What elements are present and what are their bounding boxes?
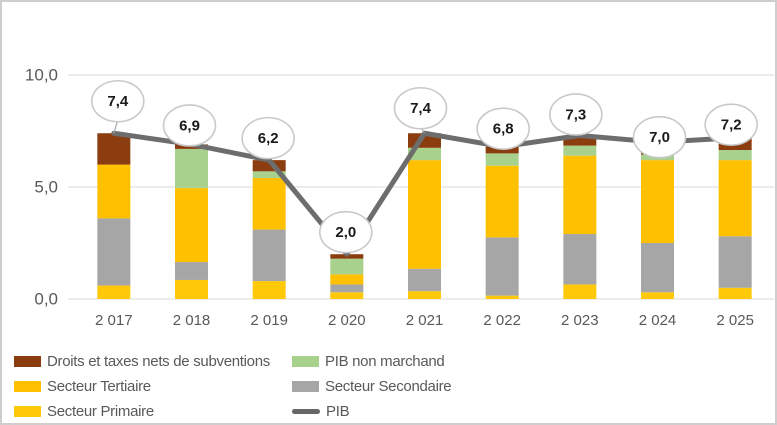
data-label-bubble: [476, 107, 530, 150]
x-axis-tick-label: 2 020: [328, 312, 366, 329]
bar-segment-secteur-secondaire: [97, 218, 131, 286]
bar-segment-secteur-tertiaire: [252, 178, 286, 230]
bar-segment-secteur-secondaire: [718, 236, 752, 288]
bar-segment-secteur-primaire: [641, 292, 674, 299]
bar-segment-secteur-secondaire: [175, 262, 208, 280]
bar-segment-secteur-tertiaire: [718, 160, 752, 237]
bar-segment-secteur-secondaire: [252, 229, 286, 282]
data-label-bubble: [393, 86, 448, 130]
bar-segment-pib-non-marchand: [330, 258, 364, 275]
bar-segment-droits-et-taxes-nets-de-subventions: [252, 160, 286, 172]
y-axis-tick-label: 0,0: [34, 289, 58, 308]
bar-segment-droits-et-taxes-nets-de-subventions: [97, 133, 131, 165]
data-label-value: 7,2: [721, 117, 742, 134]
y-axis-tick-label: 10,0: [25, 65, 58, 84]
legend-label-secteur-primaire: Secteur Primaire: [47, 403, 154, 420]
bar-segment-pib-non-marchand: [718, 150, 752, 161]
x-axis-tick-label: 2 021: [406, 312, 444, 329]
data-label-value: 6,2: [258, 130, 279, 147]
data-label-bubble: [632, 115, 687, 159]
legend-column-right: PIB non marchand Secteur Secondaire PIB: [292, 349, 452, 423]
legend-item-pib: PIB: [292, 399, 451, 423]
legend-item-secteur-secondaire: Secteur Secondaire: [292, 374, 452, 399]
x-axis-tick-label: 2 024: [639, 312, 677, 329]
bar-segment-secteur-tertiaire: [485, 165, 519, 238]
legend-swatch-secteur-primaire: [14, 406, 41, 417]
x-axis-tick-label: 2 019: [250, 312, 288, 329]
legend-column-left: Droits et taxes nets de subventions Secte…: [14, 349, 270, 423]
legend-label-pib-non-marchand: PIB non marchand: [325, 353, 445, 370]
data-label-bubble: [162, 104, 217, 147]
legend-label-secteur-tertiaire: Secteur Tertiaire: [47, 378, 151, 395]
bar-segment-secteur-tertiaire: [408, 160, 441, 269]
legend-label-droits-et-taxes-nets-de-subventions: Droits et taxes nets de subventions: [47, 353, 270, 370]
bar-segment-secteur-tertiaire: [97, 164, 131, 219]
data-label-bubble: [319, 210, 373, 254]
data-label-value: 7,4: [410, 100, 432, 117]
bar-segment-secteur-tertiaire: [563, 155, 597, 235]
legend-item-pib-non-marchand: PIB non marchand: [292, 349, 451, 374]
legend-item-secteur-tertiaire: Secteur Tertiaire: [14, 374, 270, 399]
data-label-bubble: [549, 93, 603, 136]
bar-segment-secteur-primaire: [330, 292, 364, 299]
data-label-value: 6,9: [179, 117, 200, 134]
data-label-bubble: [241, 116, 295, 160]
bar-segment-pib-non-marchand: [175, 148, 208, 189]
bar-segment-pib-non-marchand: [563, 145, 597, 156]
bar-segment-droits-et-taxes-nets-de-subventions: [485, 146, 519, 154]
bar-segment-droits-et-taxes-nets-de-subventions: [563, 135, 597, 146]
legend-swatch-secteur-secondaire: [292, 381, 319, 392]
x-axis-tick-label: 2 025: [716, 312, 754, 329]
bar-segment-secteur-primaire: [718, 287, 752, 299]
bar-segment-secteur-secondaire: [408, 268, 441, 292]
legend-swatch-pib-non-marchand: [292, 356, 319, 367]
data-label-bubble: [91, 79, 145, 123]
bar-segment-secteur-primaire: [408, 291, 441, 299]
legend-label-pib: PIB: [326, 403, 350, 420]
x-axis-tick-label: 2 017: [95, 312, 133, 329]
legend-swatch-pib: [292, 409, 320, 414]
bar-segment-secteur-primaire: [175, 279, 208, 299]
legend-item-droits-et-taxes-nets-de-subventions: Droits et taxes nets de subventions: [14, 349, 270, 374]
chart-legend: Droits et taxes nets de subventions Secte…: [2, 347, 775, 423]
bar-segment-secteur-primaire: [485, 295, 519, 299]
bar-segment-secteur-secondaire: [563, 234, 597, 285]
bar-segment-secteur-primaire: [252, 281, 286, 299]
bar-segment-pib-non-marchand: [252, 171, 286, 179]
legend-swatch-secteur-tertiaire: [14, 381, 41, 392]
bar-segment-secteur-tertiaire: [641, 160, 674, 243]
bar-segment-pib-non-marchand: [408, 147, 441, 161]
data-label-value: 6,8: [493, 121, 514, 138]
bar-segment-secteur-tertiaire: [175, 188, 208, 263]
data-label-value: 7,4: [107, 93, 129, 110]
x-axis-tick-label: 2 018: [173, 312, 211, 329]
bar-segment-secteur-primaire: [563, 284, 597, 299]
bar-segment-secteur-secondaire: [641, 243, 674, 293]
x-axis-tick-label: 2 023: [561, 312, 599, 329]
bar-segment-secteur-primaire: [97, 285, 131, 299]
data-label-value: 7,3: [565, 106, 586, 123]
legend-swatch-droits-et-taxes-nets-de-subventions: [14, 356, 41, 367]
legend-item-secteur-primaire: Secteur Primaire: [14, 399, 270, 423]
bar-segment-secteur-secondaire: [330, 284, 364, 293]
data-label-value: 7,0: [649, 129, 670, 146]
x-axis-tick-label: 2 022: [483, 312, 521, 329]
bar-segment-secteur-tertiaire: [330, 274, 364, 285]
pib-stacked-column-chart: 0,0 5,0 10,0 7,4 6,9 6,2 2,0 7,4 6,8 7,3 7,0 7,2 2 0…: [25, 65, 774, 329]
y-axis-tick-label: 5,0: [34, 177, 58, 196]
data-label-value: 2,0: [335, 224, 356, 241]
legend-label-secteur-secondaire: Secteur Secondaire: [325, 378, 452, 395]
bar-segment-secteur-secondaire: [485, 237, 519, 296]
bar-segment-pib-non-marchand: [485, 153, 519, 166]
data-label-bubble: [704, 103, 758, 147]
